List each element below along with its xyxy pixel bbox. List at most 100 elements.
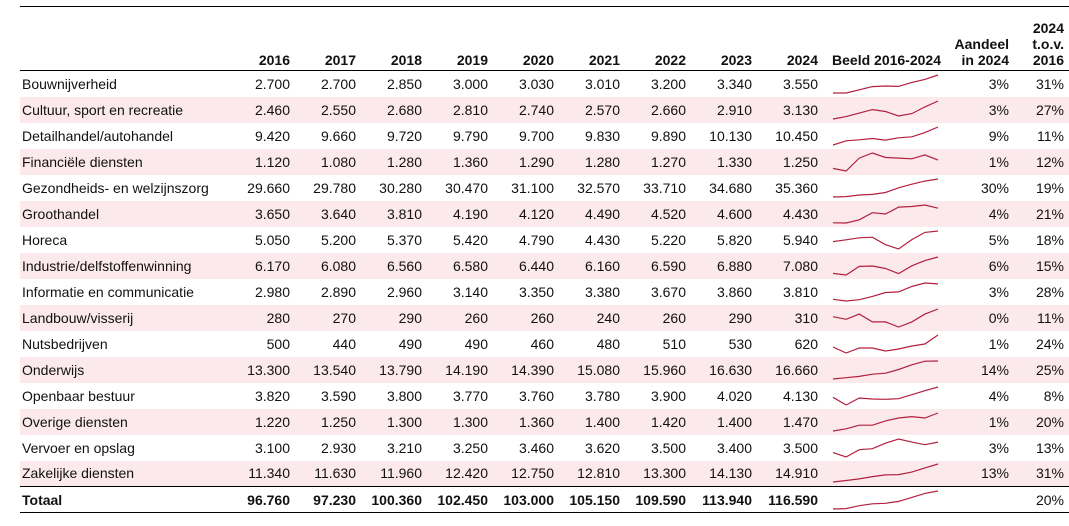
sparkline-gezondheids-en-welzijnszorg (832, 177, 939, 198)
value-cell-2023: 2.910 (692, 96, 758, 123)
header-change-2016-2024: 2024 t.o.v. 2016 (1015, 6, 1069, 71)
value-cell-2017: 11.630 (296, 460, 362, 487)
share-cell: 0% (949, 304, 1015, 331)
share-cell: 1% (949, 408, 1015, 435)
total-change: 20% (1015, 486, 1069, 513)
sparkline-cell (824, 304, 949, 331)
value-cell-2016: 3.650 (230, 200, 296, 227)
value-cell-2018: 9.720 (386, 127, 422, 144)
value-cell-2024: 3.810 (782, 283, 818, 300)
change-cell: 18% (1035, 231, 1064, 248)
value-cell-2024: 35.360 (775, 179, 818, 196)
sparkline-cell (824, 252, 949, 279)
value-cell-2022: 260 (626, 304, 692, 331)
share-cell: 1% (988, 335, 1009, 352)
share-cell: 1% (949, 148, 1015, 175)
share-cell: 3% (988, 75, 1009, 92)
total-value-2016: 96.760 (230, 486, 296, 513)
header-year-2016: 2016 (230, 6, 296, 71)
share-cell: 14% (949, 356, 1015, 383)
sector-name: Nutsbedrijven (22, 335, 108, 352)
change-cell: 8% (1043, 387, 1064, 404)
value-cell-2021: 4.430 (584, 231, 620, 248)
value-cell-2019: 3.140 (452, 283, 488, 300)
value-cell-2023: 530 (728, 335, 752, 352)
sparkline-cell (824, 96, 949, 123)
share-cell: 3% (988, 439, 1009, 456)
value-cell-2016: 2.980 (254, 283, 290, 300)
value-cell-2024: 1.470 (758, 408, 824, 435)
share-cell: 6% (949, 252, 1015, 279)
sector-name: Onderwijs (20, 356, 230, 383)
sparkline-cell (824, 383, 949, 409)
sector-name: Informatie en communicatie (22, 283, 194, 300)
value-cell-2020: 9.700 (518, 127, 554, 144)
value-cell-2021: 9.830 (584, 127, 620, 144)
value-cell-2017: 270 (296, 304, 362, 331)
total-share (949, 486, 1015, 513)
value-cell-2023: 290 (692, 304, 758, 331)
table-row: Horeca 5.050 5.200 5.370 5.420 4.790 4.430 5.22… (20, 227, 1069, 253)
value-cell-2019: 2.810 (428, 96, 494, 123)
value-cell-2016: 9.420 (254, 127, 290, 144)
change-cell: 31% (1035, 75, 1064, 92)
value-cell-2024: 4.130 (782, 387, 818, 404)
value-cell-2020: 12.750 (494, 460, 560, 487)
change-cell: 12% (1015, 148, 1069, 175)
value-cell-2022: 3.500 (650, 439, 686, 456)
value-cell-2021: 1.280 (560, 148, 626, 175)
change-cell: 21% (1015, 200, 1069, 227)
value-cell-2020: 31.100 (511, 179, 554, 196)
change-cell: 28% (1035, 283, 1064, 300)
sparkline-zakelijke-diensten (832, 463, 939, 483)
sparkline-overige-diensten-line (832, 411, 939, 432)
header-year-2021: 2021 (560, 6, 626, 71)
value-cell-2018: 2.960 (386, 283, 422, 300)
value-cell-2022: 4.520 (626, 200, 692, 227)
table-row: Bouwnijverheid 2.700 2.700 2.850 3.000 3.030 3… (20, 71, 1069, 97)
value-cell-2021: 6.160 (560, 252, 626, 279)
sparkline-detailhandel-autohandel (832, 125, 939, 146)
value-cell-2020: 6.440 (494, 252, 560, 279)
value-cell-2021: 240 (560, 304, 626, 331)
sparkline-cell (824, 227, 949, 253)
value-cell-2016: 29.660 (247, 179, 290, 196)
sparkline-cell (824, 148, 949, 175)
value-cell-2016: 13.300 (230, 356, 296, 383)
table-row: Detailhandel/autohandel 9.420 9.660 9.720 9.… (20, 123, 1069, 149)
sparkline-vervoer-en-opslag (832, 437, 939, 458)
sector-name: Groothandel (20, 200, 230, 227)
header-year-2018: 2018 (362, 6, 428, 71)
table-footer: Totaal 96.760 97.230 100.360 102.450 103.000 1… (20, 486, 1069, 513)
table-row: Overige diensten 1.220 1.250 1.300 1.300 1.36… (20, 408, 1069, 435)
table-row: Industrie/delfstoffenwinning 6.170 6.080 6.… (20, 252, 1069, 279)
value-cell-2020: 1.290 (494, 148, 560, 175)
value-cell-2018: 13.790 (362, 356, 428, 383)
value-cell-2017: 1.250 (296, 408, 362, 435)
share-cell: 30% (980, 179, 1009, 196)
sparkline-nutsbedrijven (832, 334, 939, 354)
value-cell-2021: 4.490 (560, 200, 626, 227)
change-cell: 15% (1015, 252, 1069, 279)
value-cell-2017: 9.660 (320, 127, 356, 144)
value-cell-2022: 9.890 (650, 127, 686, 144)
header-year-2017: 2017 (296, 6, 362, 71)
value-cell-2017: 3.590 (320, 387, 356, 404)
value-cell-2017: 440 (332, 335, 356, 352)
table-row: Vervoer en opslag 3.100 2.930 3.210 3.250 3.4… (20, 435, 1069, 461)
value-cell-2017: 6.080 (296, 252, 362, 279)
sparkline-bouwnijverheid-line (833, 74, 939, 94)
share-cell: 4% (988, 387, 1009, 404)
sparkline-cell (824, 356, 949, 383)
value-cell-2016: 2.700 (254, 75, 290, 92)
value-cell-2021: 3.010 (584, 75, 620, 92)
header-year-2022: 2022 (626, 6, 692, 71)
value-cell-2023: 4.020 (716, 387, 752, 404)
sparkline-cell (824, 71, 949, 97)
change-cell: 27% (1015, 96, 1069, 123)
value-cell-2019: 1.300 (428, 408, 494, 435)
value-cell-2020: 260 (494, 304, 560, 331)
sparkline-nutsbedrijven-line (832, 334, 939, 354)
value-cell-2019: 260 (428, 304, 494, 331)
header-year-2024: 2024 (758, 6, 824, 71)
